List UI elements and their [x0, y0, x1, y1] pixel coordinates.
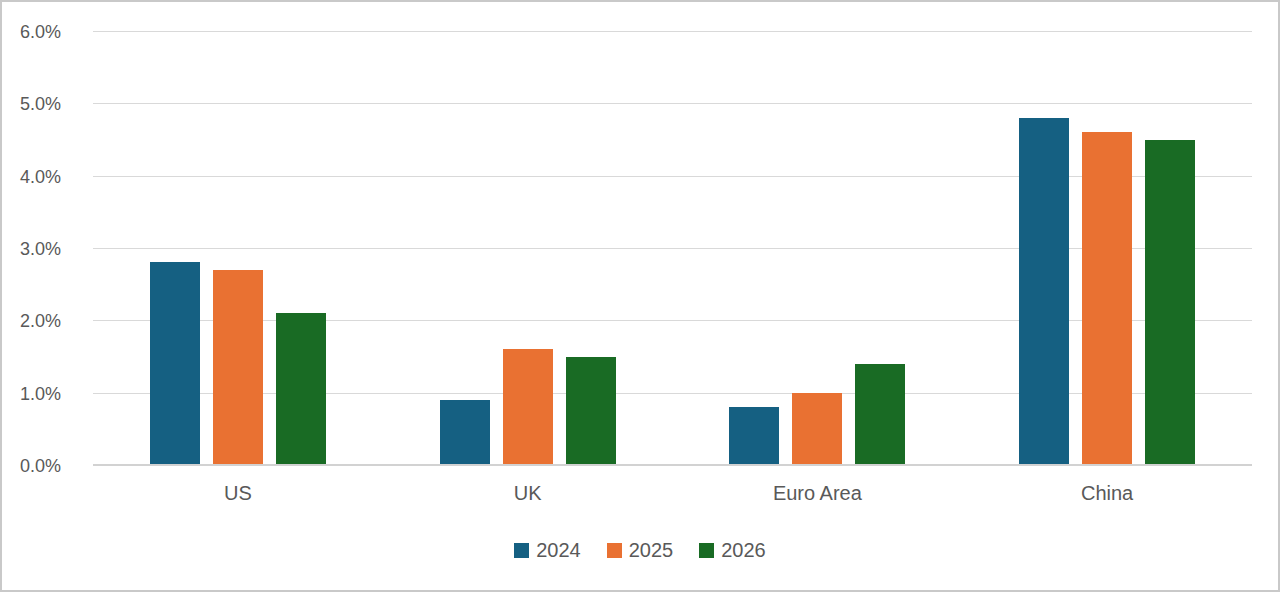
- bar-2025-us: [213, 270, 263, 465]
- bar-2025-china: [1082, 132, 1132, 465]
- chart-frame: 0.0% 1.0% 2.0% 3.0% 4.0% 5.0% 6.0% US UK Euro Ar…: [0, 0, 1280, 592]
- x-category-label-uk: UK: [418, 482, 638, 505]
- legend-item-2024: 2024: [514, 540, 581, 560]
- legend-item-2025: 2025: [607, 540, 674, 560]
- legend-label-2026: 2026: [721, 540, 766, 560]
- gridline: [93, 320, 1252, 321]
- y-tick-label: 3.0%: [20, 238, 84, 260]
- x-category-label-china: China: [997, 482, 1217, 505]
- bar-2024-china: [1019, 118, 1069, 465]
- legend-item-2026: 2026: [699, 540, 766, 560]
- y-tick-label: 4.0%: [20, 166, 84, 188]
- bar-2025-uk: [503, 349, 553, 465]
- bar-2026-euro-area: [855, 364, 905, 465]
- gridline: [93, 176, 1252, 177]
- y-tick-label: 1.0%: [20, 383, 84, 405]
- y-tick-label: 0.0%: [20, 455, 84, 477]
- legend-swatch-2024: [514, 543, 529, 558]
- plot-area: [93, 32, 1252, 466]
- bar-2026-china: [1145, 140, 1195, 466]
- y-tick-label: 5.0%: [20, 93, 84, 115]
- x-axis-line: [93, 464, 1252, 466]
- x-category-label-euro-area: Euro Area: [707, 482, 927, 505]
- bar-2024-euro-area: [729, 407, 779, 465]
- legend-swatch-2025: [607, 543, 622, 558]
- bar-2026-uk: [566, 357, 616, 466]
- bar-2026-us: [276, 313, 326, 465]
- y-tick-label: 2.0%: [20, 310, 84, 332]
- legend-swatch-2026: [699, 543, 714, 558]
- gridline: [93, 31, 1252, 32]
- bar-2024-us: [150, 262, 200, 465]
- x-category-label-us: US: [128, 482, 348, 505]
- gridline: [93, 103, 1252, 104]
- gridline: [93, 248, 1252, 249]
- bar-2024-uk: [440, 400, 490, 465]
- y-tick-label: 6.0%: [20, 21, 84, 43]
- legend-label-2024: 2024: [536, 540, 581, 560]
- gridline: [93, 393, 1252, 394]
- bar-2025-euro-area: [792, 393, 842, 465]
- legend-label-2025: 2025: [629, 540, 674, 560]
- chart-legend: 2024 2025 2026: [2, 540, 1278, 560]
